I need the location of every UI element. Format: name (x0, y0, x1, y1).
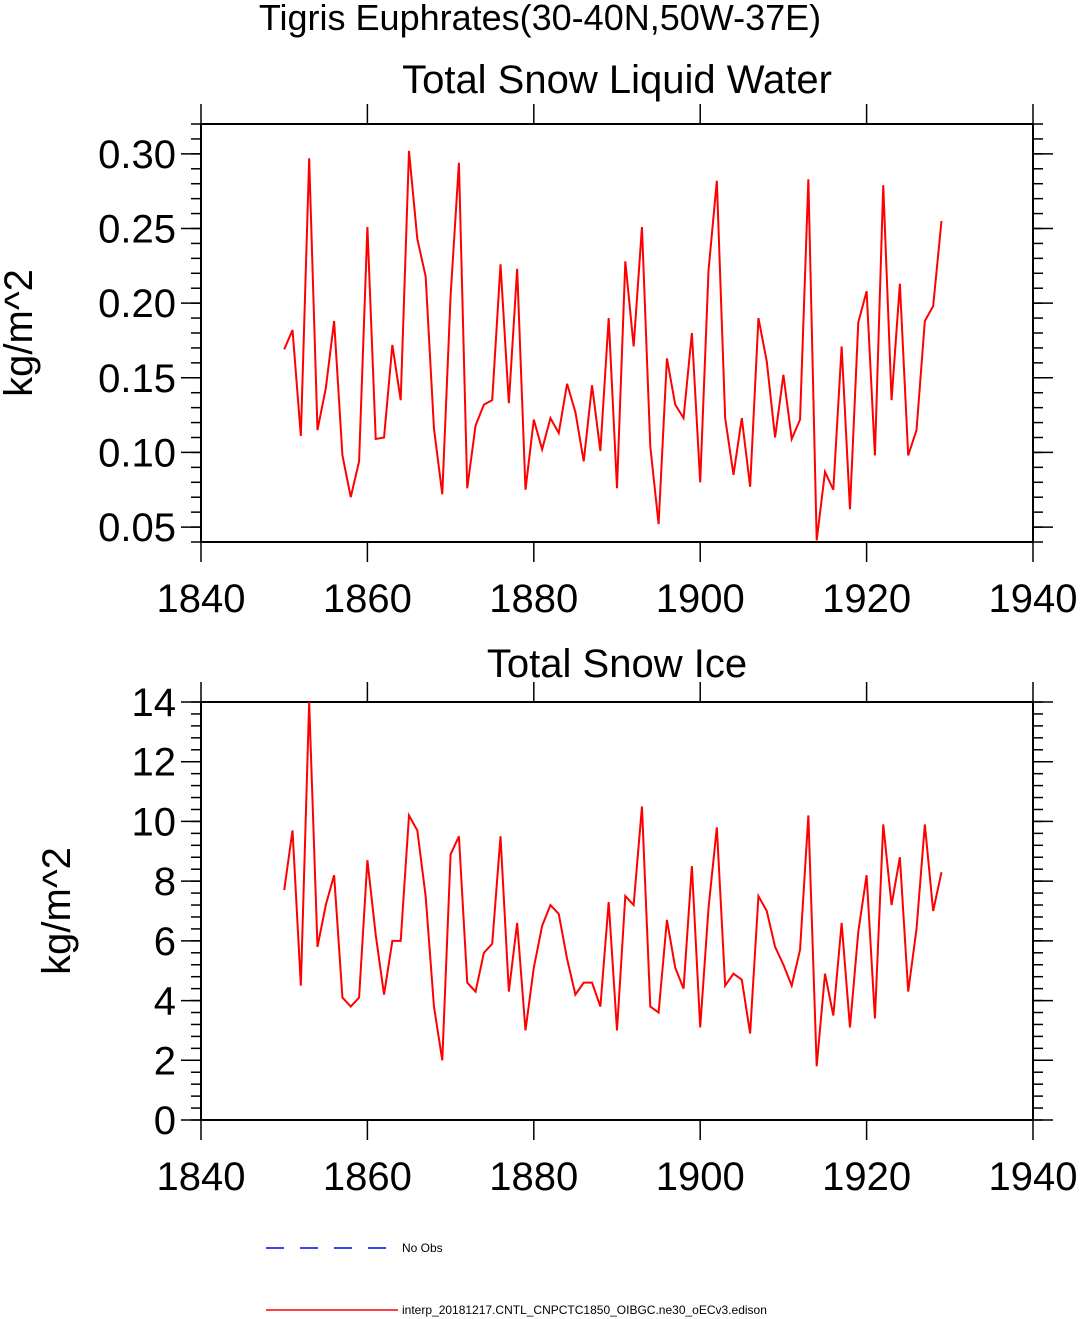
axis-ticks (181, 682, 1053, 1140)
y-tick-label: 10 (132, 800, 177, 844)
axis-ticks (181, 104, 1053, 562)
chart-title: Total Snow Liquid Water (402, 58, 832, 102)
chart-panel-liquid-water: Total Snow Liquid Water kg/m^2 1840 1860 1… (0, 58, 1077, 621)
x-tick-label: 1880 (489, 1155, 578, 1199)
x-tick-label: 1940 (989, 1155, 1078, 1199)
y-tick-label: 14 (132, 681, 177, 725)
y-tick-label: 8 (154, 860, 176, 904)
y-tick-label: 4 (154, 980, 176, 1024)
page-title: Tigris Euphrates(30-40N,50W-37E) (259, 0, 821, 38)
y-tick-label: 0.10 (98, 431, 176, 475)
x-tick-label: 1880 (489, 577, 578, 621)
y-tick-label: 6 (154, 920, 176, 964)
x-tick-label: 1900 (656, 577, 745, 621)
y-axis-label: kg/m^2 (35, 847, 79, 975)
y-tick-label: 0.30 (98, 133, 176, 177)
x-tick-label: 1940 (989, 577, 1078, 621)
x-tick-label: 1860 (323, 1155, 412, 1199)
legend-label-no-obs: No Obs (402, 1241, 443, 1255)
axis-tick-labels: 1840 1860 1880 1900 1920 1940 0.05 0.10 0.15 0.20… (98, 133, 1077, 621)
x-tick-label: 1840 (157, 1155, 246, 1199)
series-line (283, 150, 943, 541)
y-tick-label: 0 (154, 1099, 176, 1143)
x-tick-label: 1860 (323, 577, 412, 621)
plot-frame (200, 701, 1034, 1121)
axis-tick-labels: 1840 1860 1880 1900 1920 1940 0 2 4 6 8 10 12 14 (132, 681, 1078, 1199)
legend: No Obs interp_20181217.CNTL_CNPCTC1850_O… (266, 1241, 767, 1317)
y-tick-label: 2 (154, 1039, 176, 1083)
x-tick-label: 1920 (822, 577, 911, 621)
y-axis-label: kg/m^2 (0, 269, 41, 397)
chart-panel-snow-ice: Total Snow Ice kg/m^2 1840 1860 1880 1900 19… (35, 642, 1077, 1199)
x-tick-label: 1840 (157, 577, 246, 621)
chart-title: Total Snow Ice (487, 642, 747, 686)
x-tick-label: 1900 (656, 1155, 745, 1199)
y-tick-label: 0.15 (98, 357, 176, 401)
y-tick-label: 0.25 (98, 208, 176, 252)
series-marks (283, 701, 943, 1067)
y-tick-label: 12 (132, 741, 177, 785)
series-marks (283, 150, 943, 541)
legend-label-model: interp_20181217.CNTL_CNPCTC1850_OIBGC.ne… (402, 1303, 767, 1317)
y-tick-label: 0.05 (98, 506, 176, 550)
y-tick-label: 0.20 (98, 282, 176, 326)
series-line (283, 701, 943, 1067)
x-tick-label: 1920 (822, 1155, 911, 1199)
